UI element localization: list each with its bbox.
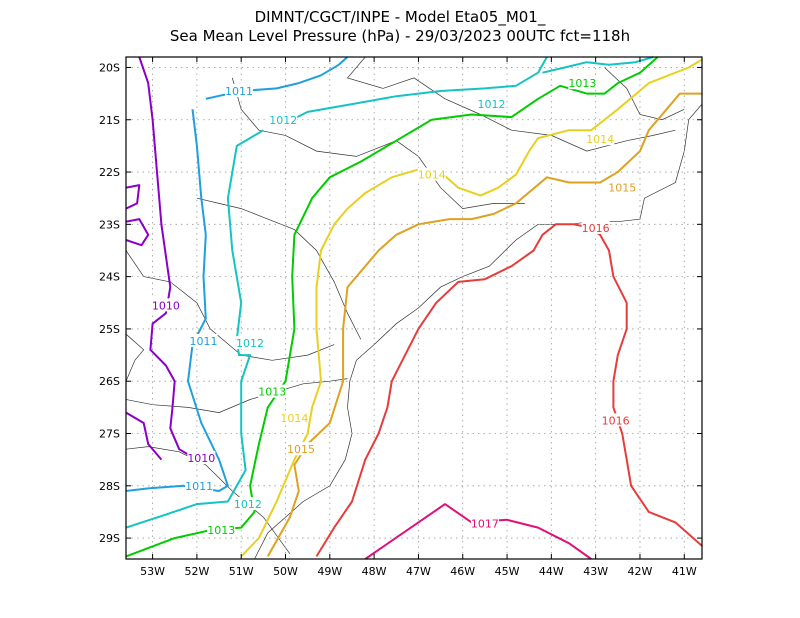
- isobar-label-1014: 1014: [586, 133, 614, 146]
- y-tick-label: 28S: [99, 480, 120, 493]
- isobar-label-background: [224, 83, 253, 97]
- isobar-label-background: [189, 333, 218, 347]
- chart-title: DIMNT/CGCT/INPE - Model Eta05_M01_: [254, 8, 546, 26]
- isobar-labels: 1010 1010 1011 1011 1011 1012 1012 1012 1012 1013…: [151, 76, 637, 537]
- isobar-label-1017: 1017: [471, 517, 499, 530]
- isobar-1012: [542, 56, 654, 74]
- isobar-label-1011: 1011: [190, 335, 218, 348]
- isobar-label-1012: 1012: [236, 337, 264, 350]
- x-tick-label: 51W: [229, 565, 254, 578]
- isobar-label-background: [280, 410, 309, 424]
- y-tick-label: 24S: [99, 271, 120, 284]
- axis-ticks: 53W 52W 51W 50W 49W 48W 47W 46W 45W 44W 43W 42W 41W 2…: [99, 57, 702, 578]
- isobar-1010: [138, 56, 209, 464]
- isobar-label-background: [581, 220, 610, 234]
- isobar-1010: [125, 218, 150, 247]
- isobar-label-background: [417, 167, 446, 181]
- y-tick-label: 25S: [99, 323, 120, 336]
- isobar-label-1013: 1013: [258, 386, 286, 399]
- isobar-label-1011: 1011: [185, 480, 213, 493]
- coastline-segment: [231, 77, 525, 209]
- x-tick-label: 50W: [273, 565, 298, 578]
- isobar-label-1010: 1010: [187, 452, 215, 465]
- isobar-label-background: [233, 497, 262, 511]
- isobar-label-background: [608, 180, 637, 194]
- isobar-label-1012: 1012: [234, 498, 262, 511]
- x-tick-label: 42W: [628, 565, 653, 578]
- y-tick-label: 26S: [99, 375, 120, 388]
- x-tick-label: 41W: [672, 565, 697, 578]
- x-tick-label: 45W: [495, 565, 520, 578]
- chart-subtitle: Sea Mean Level Pressure (hPa) - 29/03/20…: [169, 27, 631, 45]
- isobar-1017: [364, 503, 592, 560]
- coastline-segment: [604, 67, 685, 121]
- isobar-label-background: [601, 413, 630, 427]
- y-tick-label: 21S: [99, 114, 120, 127]
- x-tick-label: 48W: [362, 565, 387, 578]
- y-tick-label: 22S: [99, 166, 120, 179]
- x-tick-label: 47W: [406, 565, 431, 578]
- coastline-segment: [125, 446, 291, 555]
- y-tick-label: 23S: [99, 218, 120, 231]
- isobar-label-background: [258, 384, 287, 398]
- isobar-label-1013: 1013: [568, 77, 596, 90]
- y-tick-label: 20S: [99, 61, 120, 74]
- isobar-label-background: [207, 523, 236, 537]
- isobar-1016: [315, 223, 703, 557]
- coastline-segment: [125, 378, 348, 413]
- coastline-segment: [346, 56, 676, 152]
- isobar-label-background: [151, 298, 180, 312]
- isobar-label-1014: 1014: [280, 412, 308, 425]
- y-tick-label: 27S: [99, 428, 120, 441]
- coastline-segment: [196, 197, 362, 340]
- y-tick-label: 29S: [99, 532, 120, 545]
- isobar-label-background: [269, 112, 298, 126]
- isobar-label-background: [287, 442, 316, 456]
- isobar-1015: [266, 92, 702, 557]
- isobar-1010: [125, 184, 141, 210]
- isobar-label-1012: 1012: [269, 114, 297, 127]
- x-tick-label: 44W: [539, 565, 564, 578]
- isobar-1012: [125, 129, 264, 529]
- isobar-label-background: [586, 132, 615, 146]
- isobar-1012: [280, 56, 548, 126]
- x-tick-label: 52W: [184, 565, 209, 578]
- coastline-segment: [254, 103, 703, 560]
- isobar-1014: [240, 58, 703, 558]
- isobar-label-1011: 1011: [225, 85, 253, 98]
- isobar-label-1015: 1015: [608, 182, 636, 195]
- isobar-label-background: [568, 76, 597, 90]
- isobar-1010: [125, 411, 163, 461]
- isobar-label-1016: 1016: [582, 222, 610, 235]
- plot-frame: [125, 56, 703, 560]
- isobar-label-1010: 1010: [152, 299, 180, 312]
- isobar-label-1013: 1013: [207, 524, 235, 537]
- x-tick-label: 53W: [140, 565, 165, 578]
- x-tick-label: 43W: [583, 565, 608, 578]
- isobar-label-background: [477, 97, 506, 111]
- isobar-label-1012: 1012: [478, 98, 506, 111]
- isobar-label-1016: 1016: [602, 414, 630, 427]
- isobar-label-1014: 1014: [418, 169, 446, 182]
- isobar-label-background: [236, 336, 265, 350]
- isobar-label-background: [185, 478, 214, 492]
- isobar-label-background: [470, 516, 499, 530]
- x-tick-label: 49W: [317, 565, 342, 578]
- x-tick-label: 46W: [450, 565, 475, 578]
- coastline-segment: [125, 333, 145, 382]
- isobar-label-1015: 1015: [287, 443, 315, 456]
- isobar-label-background: [187, 451, 216, 465]
